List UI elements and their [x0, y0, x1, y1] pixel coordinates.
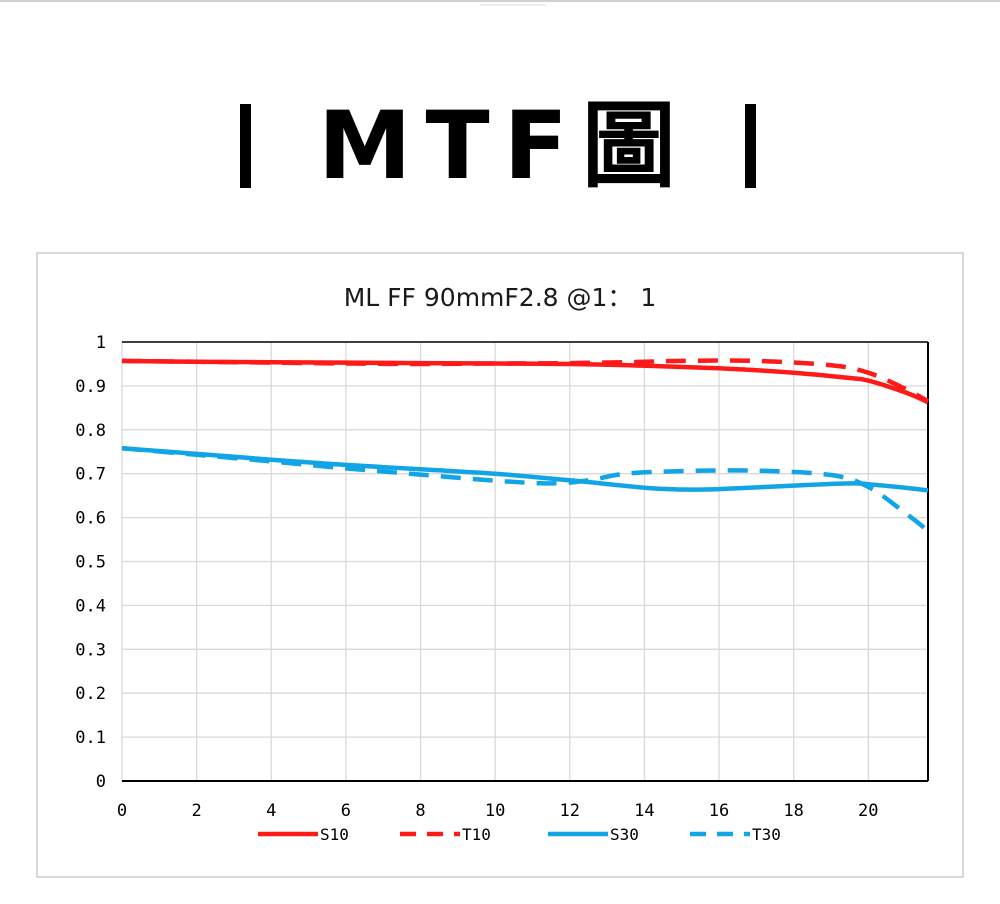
mtf-chart-canvas: ML FF 90mmF2.8 @1： 1 1 0.9 0.8 0.7 0.6 0.5 0.4 0…: [75, 283, 930, 844]
series-line-s30: [121, 445, 929, 493]
y-tick-label: 0.3: [75, 640, 106, 660]
top-divider: [0, 0, 1000, 2]
x-tick-label: 14: [634, 801, 654, 821]
page-heading: MTF圖: [0, 92, 1000, 202]
series-line-s10: [121, 358, 929, 405]
x-tick-label: 18: [783, 801, 803, 821]
y-tick-label: 0.2: [75, 684, 106, 704]
x-tick-label: 12: [560, 801, 580, 821]
x-tick-label: 4: [266, 801, 276, 821]
heading-bar-left: [240, 104, 251, 188]
legend-label-t30: T30: [752, 825, 781, 844]
x-tick-label: 6: [341, 801, 351, 821]
mtf-chart: ML FF 90mmF2.8 @1： 1 1 0.9 0.8 0.7 0.6 0.5 0.4 0…: [36, 252, 964, 878]
y-tick-label: 0.1: [75, 728, 106, 748]
legend-label-t10: T10: [462, 825, 491, 844]
x-tick-label: 0: [117, 801, 127, 821]
legend-label-s10: S10: [320, 825, 349, 844]
series-line-t10: [121, 358, 930, 404]
top-divider-tab: [480, 4, 546, 6]
x-tick-label: 16: [709, 801, 729, 821]
y-tick-label: 0.5: [75, 553, 106, 573]
y-tick-label: 0.4: [75, 596, 106, 616]
heading-bar-right: [745, 104, 756, 188]
y-tick-label: 0.7: [75, 465, 106, 485]
y-tick-label: 0: [96, 772, 106, 792]
legend-label-s30: S30: [610, 825, 639, 844]
page-title: MTF圖: [318, 92, 690, 201]
y-tick-label: 1: [96, 333, 106, 353]
x-tick-label: 8: [415, 801, 425, 821]
y-tick-label: 0.9: [75, 377, 106, 397]
chart-title: ML FF 90mmF2.8 @1： 1: [344, 283, 657, 312]
y-tick-label: 0.8: [75, 421, 106, 441]
x-tick-label: 2: [192, 801, 202, 821]
y-tick-label: 0.6: [75, 509, 106, 529]
x-tick-label: 10: [485, 801, 505, 821]
x-tick-label: 20: [858, 801, 878, 821]
series-line-t30: [121, 445, 930, 533]
